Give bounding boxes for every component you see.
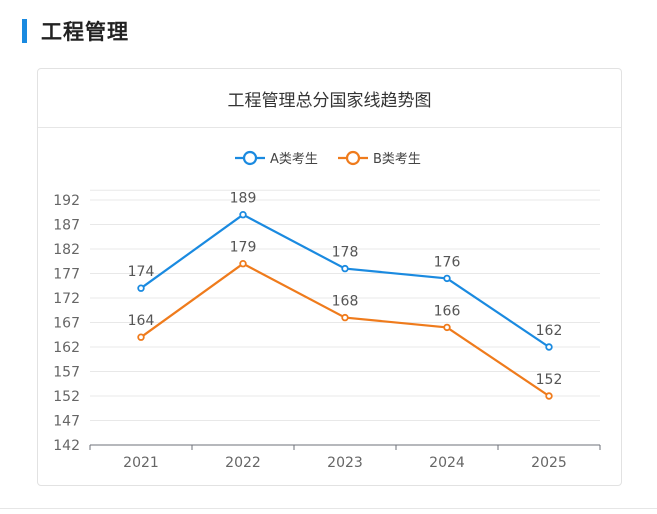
x-tick-label: 2022 bbox=[225, 455, 261, 471]
legend-marker bbox=[242, 150, 258, 166]
y-tick-label: 187 bbox=[53, 218, 80, 234]
y-tick-label: 177 bbox=[53, 267, 80, 283]
x-tick-label: 2023 bbox=[327, 455, 363, 471]
legend-label: B类考生 bbox=[373, 152, 421, 167]
y-tick-label: 152 bbox=[53, 389, 80, 405]
chart-card-title: 工程管理总分国家线趋势图 bbox=[38, 69, 621, 128]
data-label: 176 bbox=[434, 254, 461, 270]
data-point bbox=[443, 323, 451, 332]
y-tick-label: 192 bbox=[53, 193, 80, 209]
y-tick-label: 167 bbox=[53, 316, 80, 332]
data-point bbox=[137, 333, 145, 341]
data-point bbox=[239, 260, 247, 268]
y-tick-label: 162 bbox=[53, 340, 80, 356]
y-tick-label: 157 bbox=[53, 365, 80, 381]
y-tick-label: 142 bbox=[53, 438, 80, 454]
y-tick-label: 182 bbox=[53, 242, 80, 258]
data-label: 189 bbox=[230, 191, 257, 207]
section-header: 工程管理 bbox=[22, 17, 129, 45]
page-divider bbox=[0, 508, 657, 509]
data-label: 162 bbox=[536, 323, 563, 339]
data-point bbox=[341, 313, 349, 322]
series-line bbox=[140, 262, 550, 397]
data-label: 168 bbox=[332, 294, 359, 310]
data-point bbox=[545, 392, 553, 400]
legend-label: A类考生 bbox=[270, 152, 318, 167]
series-line bbox=[140, 213, 550, 348]
data-label: 166 bbox=[434, 303, 461, 319]
data-label: 178 bbox=[332, 245, 359, 261]
data-label: 164 bbox=[128, 313, 155, 329]
section-accent-bar bbox=[22, 19, 27, 43]
y-tick-label: 172 bbox=[53, 291, 80, 307]
data-label: 174 bbox=[128, 264, 155, 280]
data-label: 152 bbox=[536, 372, 563, 388]
x-tick-label: 2021 bbox=[123, 455, 159, 471]
chart-card: 工程管理总分国家线趋势图 bbox=[37, 68, 622, 486]
legend-marker bbox=[345, 150, 361, 166]
data-point bbox=[341, 264, 349, 273]
data-point bbox=[137, 284, 145, 292]
data-point bbox=[443, 274, 451, 283]
y-tick-label: 147 bbox=[53, 414, 80, 430]
x-tick-label: 2025 bbox=[531, 455, 567, 471]
x-tick-label: 2024 bbox=[429, 455, 465, 471]
data-point bbox=[545, 343, 553, 351]
data-label: 179 bbox=[230, 240, 257, 256]
section-title: 工程管理 bbox=[41, 20, 129, 44]
data-point bbox=[239, 210, 247, 219]
